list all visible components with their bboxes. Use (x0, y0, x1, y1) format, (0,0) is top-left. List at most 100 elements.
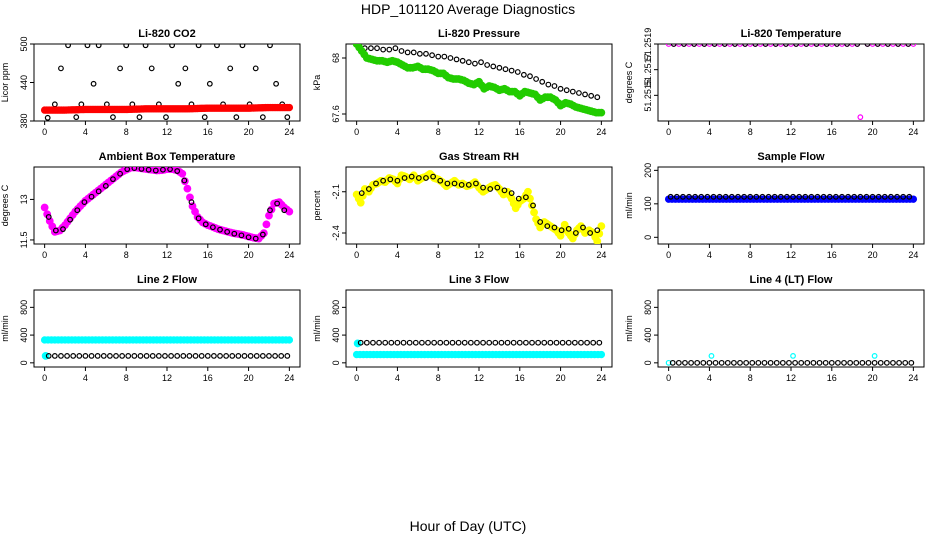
x-tick-label: 4 (83, 250, 88, 260)
data-point (724, 359, 731, 366)
data-point (813, 44, 820, 47)
data-point (73, 114, 80, 121)
x-tick-label: 20 (244, 127, 254, 137)
data-point (571, 339, 578, 346)
series-box-temp-raw (40, 167, 294, 243)
data-point (267, 44, 273, 49)
data-point (259, 231, 266, 238)
data-point (841, 359, 847, 366)
data-point (281, 207, 288, 214)
data-point (691, 44, 698, 47)
data-point (694, 359, 701, 366)
data-point (535, 339, 542, 346)
data-point (435, 53, 442, 60)
y-tick-label: 800 (19, 300, 29, 315)
data-point (833, 44, 840, 47)
data-point (894, 193, 900, 200)
data-point (382, 339, 389, 346)
y-tick-label: 800 (643, 300, 653, 315)
data-point (168, 353, 174, 359)
x-tick-label: 8 (124, 250, 129, 260)
data-point (771, 193, 778, 200)
data-point (431, 339, 438, 346)
y-tick-label: 200 (643, 163, 653, 178)
x-tick-label: 12 (786, 373, 796, 383)
x-tick-label: 0 (666, 127, 671, 137)
y-axis-label: Licor ppm (0, 63, 10, 103)
x-tick-label: 0 (354, 127, 359, 137)
data-point (95, 188, 102, 195)
plot-area (352, 44, 606, 117)
data-point (810, 359, 817, 366)
data-point (698, 193, 705, 200)
panel-title: Li-820 CO2 (138, 28, 195, 40)
data-point (465, 181, 472, 188)
plot-area (40, 167, 294, 243)
data-point (160, 167, 166, 173)
data-point (415, 175, 422, 181)
data-point (58, 353, 64, 359)
series-line-3-raw (352, 350, 606, 359)
data-point (437, 177, 444, 184)
data-point (209, 224, 216, 231)
data-point (285, 336, 294, 344)
y-tick-label: -2.4 (331, 225, 341, 241)
data-point (394, 339, 401, 346)
data-point (266, 353, 272, 359)
data-point (138, 167, 145, 172)
data-point (143, 353, 150, 359)
data-point (859, 359, 866, 366)
data-point (64, 353, 70, 359)
data-point (718, 359, 725, 366)
series-line-2-avg (45, 353, 291, 359)
data-point (174, 168, 181, 174)
data-point (796, 193, 803, 200)
x-tick-label: 8 (436, 373, 441, 383)
data-point (408, 173, 415, 180)
data-point (40, 203, 49, 212)
y-axis-label: ml/min (312, 315, 322, 342)
x-tick-label: 0 (42, 127, 47, 137)
data-point (906, 193, 913, 200)
x-tick-label: 8 (748, 373, 753, 383)
data-point (423, 175, 429, 181)
figure-title: HDP_101120 Average Diagnostics (360, 1, 576, 17)
data-point (494, 184, 501, 191)
data-point (416, 50, 423, 57)
series-temp-avg (670, 44, 912, 47)
x-tick-label: 12 (786, 127, 796, 137)
data-point (667, 193, 674, 200)
data-point (572, 230, 579, 236)
data-point (814, 193, 821, 200)
data-point (380, 46, 387, 53)
series-line-3-avg (357, 339, 603, 346)
data-point (590, 339, 597, 346)
data-point (106, 353, 113, 359)
data-point (388, 339, 395, 346)
data-point (373, 180, 379, 187)
x-tick-label: 8 (748, 250, 753, 260)
y-tick-label: 400 (331, 328, 341, 343)
panel-2: Li-820 Pressure 0 4 8 12 16 20 24 67.6 68 kPa (312, 28, 613, 137)
data-point (45, 214, 52, 220)
data-point (565, 339, 572, 346)
data-point (773, 359, 780, 366)
data-point (742, 44, 749, 47)
data-point (682, 359, 688, 366)
data-point (565, 225, 572, 232)
panel-8: Line 3 Flow 0 4 8 12 16 20 24 0 400 800 ml/min (312, 274, 613, 383)
data-point (233, 114, 240, 121)
x-tick-label: 4 (707, 250, 712, 260)
x-tick-label: 16 (203, 250, 213, 260)
data-point (790, 193, 796, 200)
data-point (527, 73, 533, 80)
y-axis-label: degrees C (0, 184, 10, 226)
data-point (252, 65, 259, 72)
data-point (102, 183, 109, 189)
data-point (51, 353, 58, 359)
x-tick-label: 0 (354, 373, 359, 383)
data-point (767, 359, 774, 366)
data-point (741, 193, 747, 200)
data-point (365, 186, 372, 192)
x-tick-label: 12 (474, 250, 484, 260)
